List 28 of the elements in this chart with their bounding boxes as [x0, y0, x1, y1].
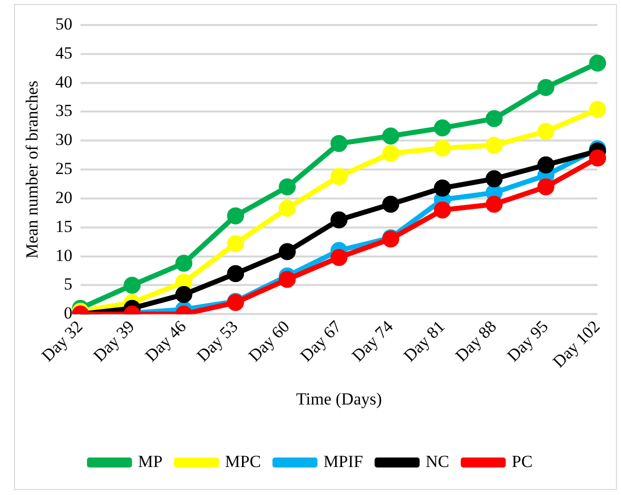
x-tick-label: Day 81 [400, 316, 448, 366]
y-tick-label: 10 [55, 246, 72, 265]
legend-label: NC [426, 452, 450, 471]
legend-label: MPIF [323, 452, 364, 471]
y-tick-label: 35 [55, 101, 72, 120]
x-tick-label: Day 60 [244, 316, 294, 366]
x-tick-label: Day 88 [452, 316, 500, 366]
x-tick-label: Day 95 [503, 316, 552, 366]
y-tick-label: 15 [55, 216, 72, 236]
legend-label: MPC [225, 452, 261, 471]
x-tick-label: Day 53 [193, 316, 242, 366]
x-axis-title: Time (Days) [296, 389, 382, 408]
x-tick-label: Day 39 [90, 316, 138, 366]
legend-label: PC [512, 452, 533, 471]
y-axis-title: Mean number of branches [22, 80, 42, 259]
y-tick-label: 0 [64, 304, 72, 323]
x-tick-label: Day 46 [141, 316, 190, 366]
x-tick-label: Day 74 [348, 316, 398, 366]
y-tick-label: 5 [64, 274, 72, 294]
y-tick-label: 40 [55, 72, 72, 92]
y-tick-label: 50 [55, 14, 72, 34]
legend-label: MP [138, 452, 163, 471]
y-tick-label: 25 [55, 159, 72, 178]
x-tick-label: Day 67 [296, 316, 346, 366]
y-tick-label: 20 [55, 188, 72, 207]
x-tick-label: Day 102 [549, 316, 604, 372]
y-tick-label: 30 [55, 130, 72, 150]
y-tick-label: 45 [55, 43, 72, 62]
